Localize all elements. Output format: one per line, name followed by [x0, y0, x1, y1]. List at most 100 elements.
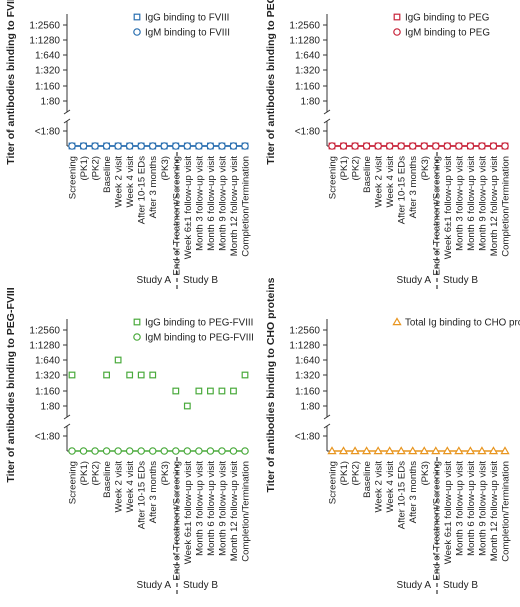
data-point [195, 447, 203, 455]
y-tick-label: 1:1280 [289, 341, 320, 352]
x-tick-label: After 3 months [148, 156, 159, 219]
x-tick-label: Month 6 follow-up visit [466, 461, 477, 556]
data-point [466, 142, 475, 150]
x-tick-label: After 10-15 EDs [137, 156, 148, 224]
x-tick-label: Month 12 follow-up visit [229, 461, 240, 562]
study-b-label: Study B [443, 580, 478, 591]
axis-break [323, 414, 331, 420]
x-tick-label: After 10-15 EDs [397, 461, 408, 529]
data-point [148, 142, 157, 150]
axis-break [63, 118, 71, 124]
y-tick-label: 1:640 [35, 51, 60, 62]
data-point [79, 447, 88, 455]
x-tick-label: (PK3) [160, 156, 171, 181]
data-point [339, 142, 348, 150]
data-point [91, 142, 99, 150]
x-tick-label: Month 12 follow-up visit [229, 156, 240, 257]
y-axis-title: Titer of antibodies binding to FVIII [5, 0, 17, 165]
y-tick-label: 1:320 [295, 371, 320, 382]
x-tick-label: Week 6±1 follow-up visit [443, 156, 454, 260]
data-point [148, 447, 157, 455]
chart-panel-peg-fviii: Titer of antibodies binding to PEG-FVIII… [0, 287, 260, 605]
data-point [91, 447, 99, 455]
data-point [432, 142, 440, 150]
series-markers [68, 142, 249, 150]
x-tick-label: Month 6 follow-up visit [206, 461, 217, 556]
data-point [373, 446, 383, 455]
x-tick-label: Screening [68, 156, 79, 199]
y-tick-label: 1:160 [295, 387, 320, 398]
data-point [361, 446, 372, 455]
y-tick-label: <1:80 [35, 432, 61, 443]
data-point [137, 371, 145, 379]
x-tick-label: Month 3 follow-up visit [454, 461, 465, 556]
x-tick-label: Completion/Termination [241, 156, 252, 257]
y-tick-label: 1:2560 [29, 21, 60, 32]
data-point [350, 446, 360, 455]
data-point [114, 142, 122, 150]
y-tick-label: 1:1280 [29, 341, 60, 352]
x-tick-label: (PK1) [79, 461, 90, 486]
x-tick-label: After 3 months [148, 461, 159, 524]
data-point [183, 402, 191, 410]
axis-break [63, 423, 71, 429]
data-point [478, 142, 486, 150]
x-tick-label: Month 9 follow-up visit [477, 156, 488, 251]
data-point [362, 142, 371, 150]
x-tick-label: End of Treatment/Screening [171, 156, 182, 275]
data-point [396, 446, 406, 455]
legend-marker [392, 317, 402, 326]
data-point [385, 142, 394, 150]
legend-marker [133, 28, 141, 36]
data-point [408, 142, 417, 150]
y-tick-label: 1:2560 [289, 326, 320, 337]
axis-break [63, 109, 71, 115]
axis-break [323, 109, 331, 115]
x-tick-label: Screening [328, 156, 339, 199]
data-point [230, 387, 237, 395]
data-point [408, 446, 418, 455]
data-point [126, 371, 134, 379]
data-point [137, 447, 146, 455]
data-point [397, 142, 406, 150]
chart-svg: Titer of antibodies binding to PEG-FVIII… [5, 287, 254, 595]
data-point [114, 356, 122, 364]
x-tick-label: (PK2) [91, 156, 102, 181]
series-markers [328, 142, 509, 150]
data-point [443, 142, 452, 150]
y-tick-label: 1:2560 [29, 326, 60, 337]
data-point [488, 446, 499, 455]
data-point [79, 142, 88, 150]
x-tick-label: Baseline [362, 156, 373, 193]
chart-svg: Titer of antibodies binding to FVIII <1:8… [5, 0, 252, 290]
legend-label: IgM binding to PEG [405, 28, 490, 39]
y-tick-label: 1:80 [41, 402, 61, 413]
x-tick-label: Week 4 visit [125, 156, 136, 208]
x-tick-label: Week 4 visit [385, 461, 396, 513]
data-point [172, 447, 180, 455]
x-tick-label: Completion/Termination [501, 461, 512, 562]
data-point [103, 371, 111, 379]
x-tick-label: Month 6 follow-up visit [206, 156, 217, 251]
data-point [149, 371, 157, 379]
data-point [172, 387, 180, 395]
data-point [385, 446, 395, 455]
x-tick-label: Completion/Termination [501, 156, 512, 257]
y-tick-label: 1:160 [35, 387, 60, 398]
data-point [68, 371, 76, 379]
data-point [195, 387, 203, 395]
data-point [229, 142, 238, 150]
x-tick-label: Month 6 follow-up visit [466, 156, 477, 251]
y-tick-label: 1:320 [35, 66, 60, 77]
legend-label: IgM binding to FVIII [145, 28, 230, 39]
study-a-label: Study A [137, 275, 172, 286]
data-point [351, 142, 359, 150]
data-point [195, 142, 203, 150]
data-point [125, 142, 134, 150]
legend-marker [133, 13, 141, 21]
legend-marker [393, 28, 401, 36]
x-tick-label: After 3 months [408, 461, 419, 524]
data-point [68, 142, 76, 150]
data-point [68, 447, 76, 455]
x-tick-label: (PK3) [420, 156, 431, 181]
